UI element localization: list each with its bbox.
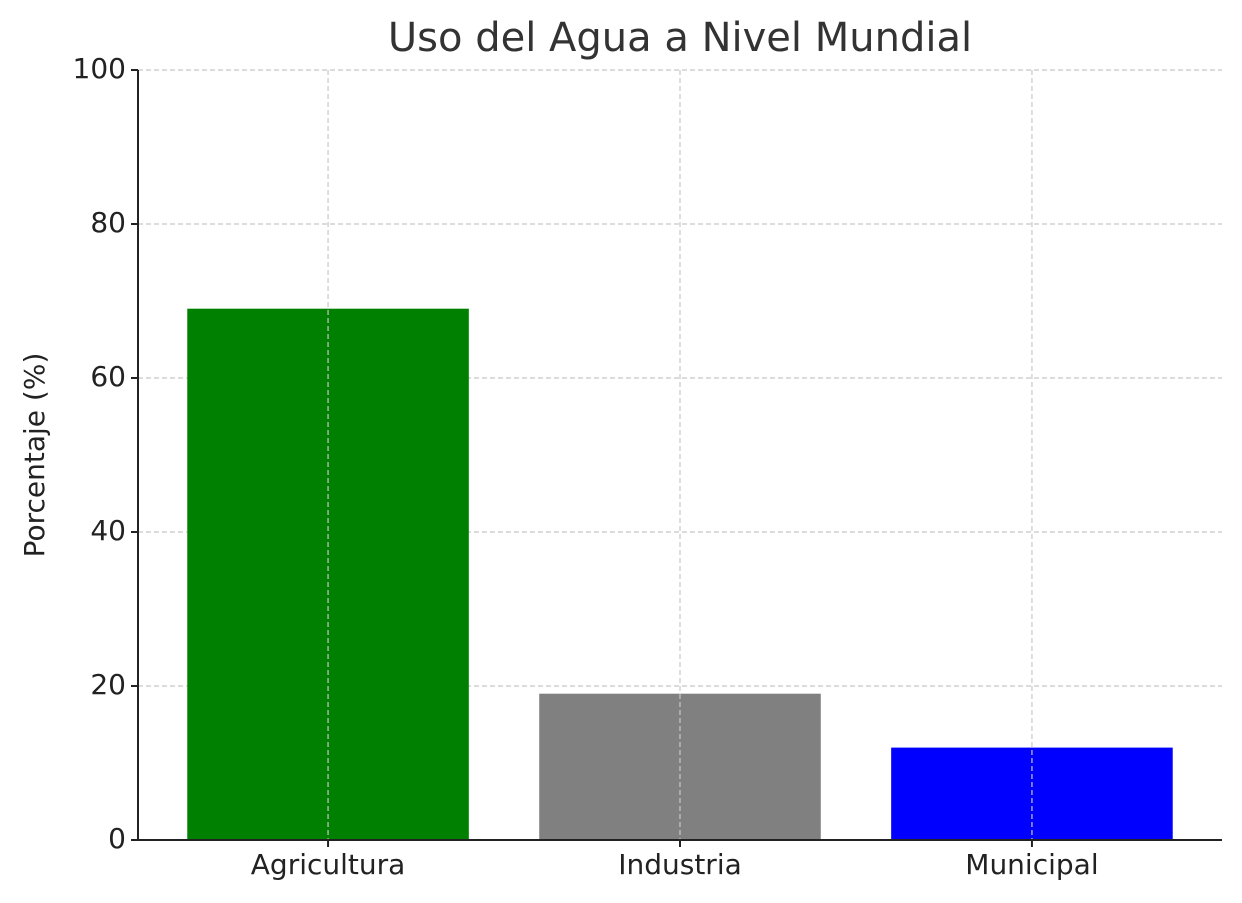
x-tick-label: Agricultura (251, 848, 406, 881)
y-tick-label: 80 (90, 206, 126, 239)
y-tick-label: 100 (73, 52, 126, 85)
chart-title: Uso del Agua a Nivel Mundial (388, 15, 972, 61)
y-axis-label: Porcentaje (%) (18, 353, 51, 558)
y-tick-label: 40 (90, 514, 126, 547)
x-tick-label: Municipal (965, 848, 1098, 881)
y-tick-label: 0 (108, 822, 126, 855)
y-tick-label: 60 (90, 360, 126, 393)
x-tick-label: Industria (618, 848, 742, 881)
y-tick-label: 20 (90, 668, 126, 701)
